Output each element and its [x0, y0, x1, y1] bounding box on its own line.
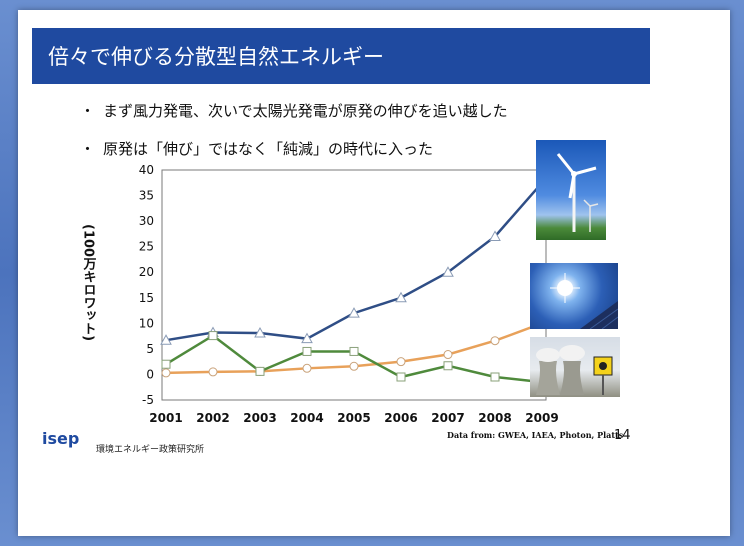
data-point-wind: [348, 307, 360, 318]
y-axis-label: (100万キロワット): [80, 224, 96, 342]
data-point-solar: [396, 357, 406, 367]
data-point-nuclear: [443, 361, 453, 371]
data-point-wind: [301, 332, 313, 344]
y-tick-label: 30: [139, 214, 154, 228]
y-tick-label: 10: [139, 316, 154, 330]
data-point-wind: [395, 291, 407, 303]
x-tick-label: 2005: [337, 411, 370, 425]
data-point-nuclear: [208, 331, 218, 341]
bullet-text: まず風力発電、次いで太陽光発電が原発の伸びを追い越した: [103, 102, 508, 120]
data-point-nuclear: [396, 372, 406, 382]
nuclear-plant-photo: [530, 337, 620, 397]
x-tick-labels: 2001 2002 2003 2004 2005 2006 2007 2008 2009: [149, 411, 558, 425]
data-point-wind: [160, 334, 172, 345]
bullet-marker: ・: [80, 102, 96, 120]
slide-title: 倍々で伸びる分散型自然エネルギー: [48, 45, 384, 69]
data-point-wind: [254, 327, 266, 338]
wind-turbine-photo: [536, 140, 606, 240]
y-tick-label: -5: [142, 393, 154, 407]
x-tick-label: 2007: [431, 411, 464, 425]
data-point-nuclear: [490, 372, 500, 382]
y-tick-label: 0: [146, 367, 154, 381]
x-tick-label: 2009: [525, 411, 558, 425]
data-point-solar: [208, 367, 218, 377]
org-logo: isep: [42, 429, 79, 448]
data-point-solar: [490, 336, 500, 346]
y-tick-label: 25: [139, 240, 154, 254]
data-point-solar: [349, 361, 359, 371]
cooling-tower-icon: [536, 345, 613, 395]
y-tick-label: 15: [139, 291, 154, 305]
data-point-nuclear: [161, 359, 171, 369]
data-point-wind: [489, 230, 501, 241]
y-axis-label-container: (100万キロワット): [76, 168, 100, 398]
bullet-item: ・原発は「伸び」ではなく「純減」の時代に入った: [80, 138, 433, 159]
y-tick-label: 20: [139, 265, 154, 279]
isep-logo: isep: [42, 429, 80, 448]
x-tick-label: 2001: [149, 411, 182, 425]
data-point-wind: [442, 266, 454, 277]
x-tick-label: 2002: [196, 411, 229, 425]
data-point-solar: [443, 350, 453, 360]
sun-icon: [550, 273, 618, 329]
org-name: 環境エネルギー政策研究所: [96, 445, 205, 455]
bullet-marker: ・: [80, 140, 96, 158]
y-tick-label: 5: [146, 342, 154, 356]
data-point-solar: [161, 368, 171, 378]
plot-area: [161, 169, 547, 401]
title-bar: 倍々で伸びる分散型自然エネルギー: [32, 28, 650, 84]
bullet-text: 原発は「伸び」ではなく「純減」の時代に入った: [103, 140, 434, 158]
bullet-item: ・まず風力発電、次いで太陽光発電が原発の伸びを追い越した: [80, 100, 508, 121]
data-source-note: Data from: GWEA, IAEA, Photon, Platts: [447, 430, 624, 440]
x-tick-label: 2006: [384, 411, 417, 425]
x-tick-label: 2004: [290, 411, 323, 425]
data-point-nuclear: [255, 366, 265, 376]
y-tick-label: 35: [139, 189, 154, 203]
page-number: 14: [614, 428, 631, 443]
x-tick-label: 2008: [478, 411, 511, 425]
data-point-nuclear: [302, 346, 312, 356]
data-point-nuclear: [349, 346, 359, 356]
y-tick-labels: 40 35 30 25 20 15 10 5 0 -5: [139, 163, 154, 407]
x-tick-label: 2003: [243, 411, 276, 425]
data-point-solar: [302, 363, 312, 373]
wind-turbine-icon: [556, 153, 599, 232]
y-tick-label: 40: [139, 163, 154, 177]
solar-panel-photo: [530, 263, 618, 329]
